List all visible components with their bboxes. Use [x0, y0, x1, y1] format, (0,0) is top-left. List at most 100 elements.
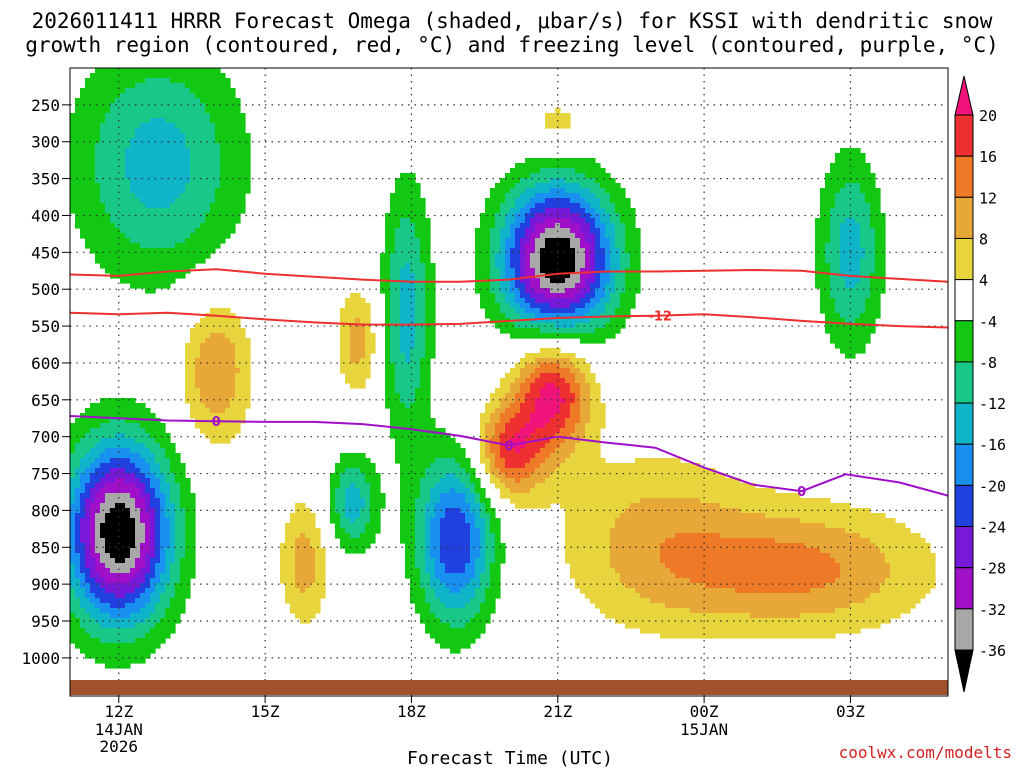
omega-cell: [130, 448, 136, 454]
omega-cell: [355, 538, 361, 544]
omega-cell: [415, 223, 421, 229]
omega-cell: [495, 248, 501, 254]
omega-cell: [480, 443, 486, 449]
omega-cell: [125, 108, 131, 114]
omega-cell: [415, 558, 421, 564]
omega-cell: [475, 263, 481, 269]
omega-cell: [225, 308, 231, 314]
omega-cell: [175, 613, 181, 619]
omega-cell: [200, 138, 206, 144]
omega-cell: [405, 193, 411, 199]
omega-cell: [355, 503, 361, 509]
omega-cell: [140, 523, 146, 529]
omega-cell: [410, 403, 416, 409]
omega-cell: [345, 358, 351, 364]
omega-cell: [205, 398, 211, 404]
omega-cell: [80, 623, 86, 629]
omega-cell: [155, 193, 161, 199]
omega-cell: [395, 378, 401, 384]
omega-cell: [305, 618, 311, 624]
omega-cell: [105, 488, 111, 494]
omega-cell: [80, 183, 86, 189]
omega-cell: [355, 458, 361, 464]
omega-cell: [365, 473, 371, 479]
omega-cell: [155, 93, 161, 99]
omega-cell: [135, 653, 141, 659]
omega-cell: [340, 493, 346, 499]
omega-cell: [95, 183, 101, 189]
omega-cell: [220, 198, 226, 204]
omega-cell: [240, 168, 246, 174]
omega-cell: [190, 88, 196, 94]
omega-cell: [85, 468, 91, 474]
omega-cell: [420, 313, 426, 319]
omega-cell: [165, 513, 171, 519]
omega-cell: [395, 258, 401, 264]
omega-cell: [525, 388, 531, 394]
omega-cell: [420, 613, 426, 619]
omega-cell: [150, 108, 156, 114]
omega-cell: [145, 163, 151, 169]
omega-cell: [340, 538, 346, 544]
omega-cell: [510, 283, 516, 289]
omega-cell: [430, 538, 436, 544]
omega-cell: [95, 438, 101, 444]
omega-cell: [300, 578, 306, 584]
omega-cell: [395, 273, 401, 279]
omega-cell: [70, 113, 76, 119]
omega-cell: [165, 568, 171, 574]
omega-cell: [80, 643, 86, 649]
omega-cell: [115, 563, 121, 569]
omega-cell: [135, 243, 141, 249]
omega-cell: [290, 583, 296, 589]
omega-cell: [385, 253, 391, 259]
omega-cell: [455, 493, 461, 499]
omega-cell: [105, 588, 111, 594]
omega-cell: [335, 488, 341, 494]
omega-cell: [190, 548, 196, 554]
omega-cell: [430, 298, 436, 304]
omega-cell: [90, 603, 96, 609]
omega-cell: [70, 563, 76, 569]
omega-cell: [90, 638, 96, 644]
omega-cell: [385, 333, 391, 339]
omega-cell: [420, 293, 426, 299]
omega-cell: [130, 558, 136, 564]
omega-cell: [215, 78, 221, 84]
omega-cell: [415, 258, 421, 264]
omega-cell: [510, 368, 516, 374]
omega-cell: [95, 243, 101, 249]
omega-cell: [515, 313, 521, 319]
omega-cell: [415, 473, 421, 479]
omega-cell: [465, 623, 471, 629]
omega-cell: [210, 128, 216, 134]
omega-cell: [185, 103, 191, 109]
omega-cell: [530, 408, 536, 414]
omega-cell: [200, 328, 206, 334]
omega-cell: [380, 498, 386, 504]
omega-cell: [225, 213, 231, 219]
omega-cell: [485, 598, 491, 604]
omega-cell: [405, 288, 411, 294]
omega-cell: [490, 568, 496, 574]
omega-cell: [80, 528, 86, 534]
omega-cell: [415, 358, 421, 364]
omega-cell: [145, 218, 151, 224]
omega-cell: [520, 173, 526, 179]
omega-cell: [165, 128, 171, 134]
omega-cell: [240, 148, 246, 154]
omega-cell: [155, 68, 161, 74]
omega-cell: [520, 203, 526, 209]
omega-cell: [370, 538, 376, 544]
omega-cell: [415, 298, 421, 304]
omega-cell: [510, 383, 516, 389]
omega-cell: [345, 363, 351, 369]
omega-cell: [410, 373, 416, 379]
omega-cell: [135, 88, 141, 94]
omega-cell: [95, 598, 101, 604]
omega-cell: [220, 93, 226, 99]
omega-cell: [480, 453, 486, 459]
omega-cell: [445, 483, 451, 489]
omega-cell: [440, 498, 446, 504]
omega-cell: [75, 163, 81, 169]
